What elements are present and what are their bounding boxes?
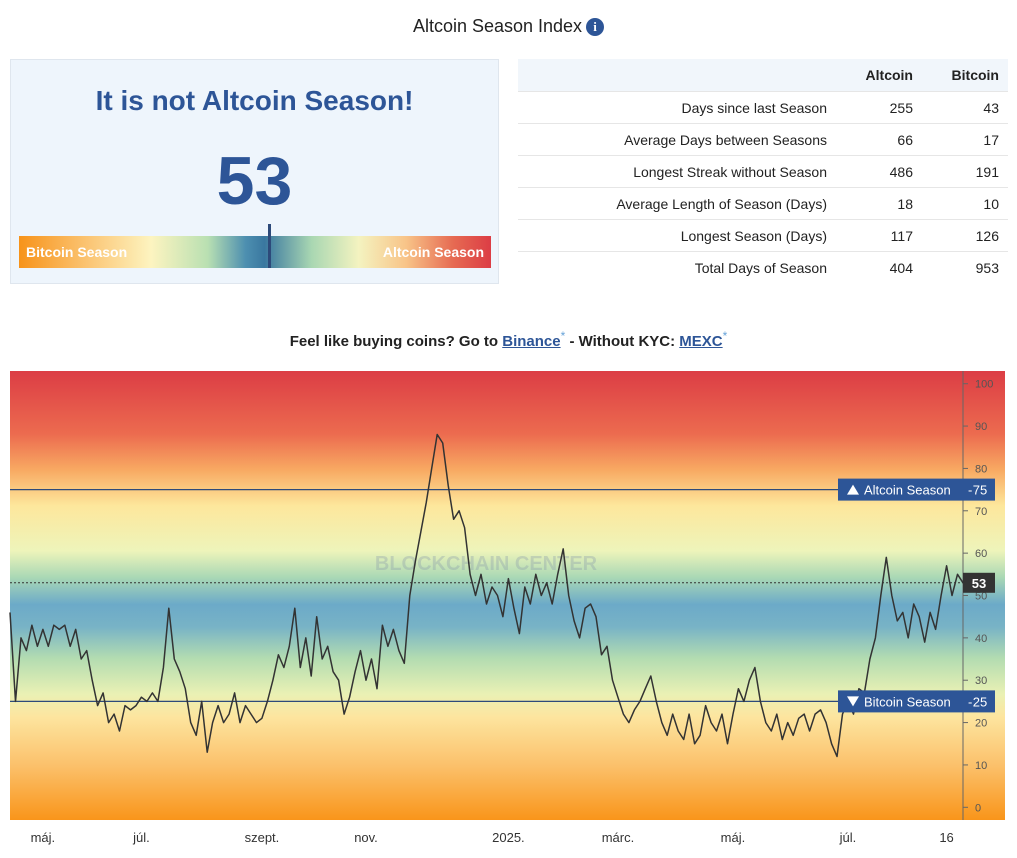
- y-tick-label: 60: [975, 548, 987, 560]
- current-value-box: [963, 572, 995, 593]
- gauge-left-label: Bitcoin Season: [26, 244, 128, 260]
- binance-link[interactable]: Binance: [502, 333, 561, 350]
- y-tick-label: 30: [975, 675, 987, 687]
- x-tick-label: szept.: [245, 830, 280, 845]
- bitcoin-value: 17: [922, 123, 1008, 156]
- reference-label: Altcoin Season: [864, 483, 951, 498]
- row-label: Total Days of Season: [518, 251, 836, 283]
- table-row: Longest Streak without Season 486 191: [518, 155, 1008, 188]
- chart-background: [10, 371, 1005, 820]
- watermark: BLOCKCHAIN CENTER: [375, 553, 598, 575]
- reference-label-box: [838, 478, 995, 501]
- reference-label-box: [838, 690, 995, 713]
- gauge-right-label: Altcoin Season: [382, 244, 484, 260]
- x-tick-label: nov.: [354, 830, 378, 845]
- y-tick-label: 0: [975, 802, 981, 814]
- altcoin-value: 404: [836, 251, 922, 283]
- y-tick-label: 20: [975, 718, 987, 730]
- row-label: Longest Season (Days): [518, 219, 836, 252]
- x-tick-label: júl.: [132, 830, 150, 845]
- column-header: Bitcoin: [922, 59, 1008, 92]
- page-title: Altcoin Season Index i: [0, 16, 1017, 37]
- asterisk: *: [722, 329, 728, 343]
- reference-dash: -: [968, 694, 972, 709]
- reference-label: Bitcoin Season: [864, 694, 951, 709]
- reference-dash: -: [968, 483, 972, 498]
- current-value-label: 53: [972, 576, 986, 591]
- bitcoin-value: 126: [922, 219, 1008, 252]
- bitcoin-value: 191: [922, 155, 1008, 188]
- title-text: Altcoin Season Index: [412, 16, 583, 36]
- x-tick-label: máj.: [31, 830, 56, 845]
- index-line: [9, 433, 964, 758]
- reference-arrow: [847, 484, 859, 495]
- y-tick-label: 70: [975, 506, 987, 518]
- gauge-needle: [267, 224, 271, 268]
- altcoin-value: 66: [836, 123, 922, 156]
- y-tick-label: 50: [975, 591, 987, 603]
- info-icon[interactable]: i: [586, 18, 605, 36]
- promo-text: - Without KYC:: [569, 333, 676, 350]
- row-label: Longest Streak without Season: [518, 155, 836, 188]
- altcoin-value: 18: [836, 187, 922, 220]
- header-row: Altcoin Bitcoin: [518, 59, 1008, 92]
- row-label: Average Length of Season (Days): [518, 187, 836, 220]
- table-row: Average Length of Season (Days) 18 10: [518, 187, 1008, 220]
- headline: It is not Altcoin Season!: [95, 85, 414, 116]
- x-tick-label: 2025.: [492, 830, 525, 845]
- reference-value: 25: [973, 694, 987, 709]
- altcoin-value: 255: [836, 91, 922, 124]
- x-tick-label: júl.: [839, 830, 857, 845]
- y-tick-label: 100: [975, 379, 993, 391]
- table-row: Average Days between Seasons 66 17: [518, 123, 1008, 156]
- x-tick-label: máj.: [721, 830, 746, 845]
- promo: Feel like buying coins? Go to Binance* -…: [0, 329, 1017, 350]
- row-label: Days since last Season: [518, 91, 836, 124]
- row-label: Average Days between Seasons: [518, 123, 836, 156]
- altcoin-value: 117: [836, 219, 922, 252]
- mexc-link[interactable]: MEXC: [679, 333, 723, 350]
- table-row: Total Days of Season 404 953: [518, 251, 1008, 283]
- y-tick-label: 40: [975, 633, 987, 645]
- asterisk: *: [560, 329, 566, 343]
- promo-text: Feel like buying coins? Go to: [289, 333, 499, 350]
- x-tick-label: márc.: [602, 830, 635, 845]
- bitcoin-value: 953: [922, 251, 1008, 283]
- table-row: Days since last Season 255 43: [518, 91, 1008, 124]
- y-tick-label: 80: [975, 463, 987, 475]
- stats-table: Altcoin Bitcoin Days since last Season 255…: [518, 59, 1008, 283]
- bitcoin-value: 43: [922, 91, 1008, 124]
- x-tick-label: 16: [939, 830, 953, 845]
- chart: BLOCKCHAIN CENTER 0 10 20 30 40 50 60 70 80 90 100…: [9, 371, 1005, 845]
- reference-value: 75: [973, 483, 987, 498]
- column-header: Altcoin: [836, 59, 922, 92]
- y-tick-label: 90: [975, 421, 987, 433]
- gauge: Bitcoin Season Altcoin Season: [19, 224, 491, 268]
- y-tick-label: 10: [975, 760, 987, 772]
- table-row: Longest Season (Days) 117 126: [518, 219, 1008, 252]
- altcoin-value: 486: [836, 155, 922, 188]
- reference-arrow: [847, 696, 859, 707]
- bitcoin-value: 10: [922, 187, 1008, 220]
- status-box: It is not Altcoin Season! 53 Bitcoin Sea…: [10, 59, 499, 284]
- index-value: 53: [216, 143, 293, 219]
